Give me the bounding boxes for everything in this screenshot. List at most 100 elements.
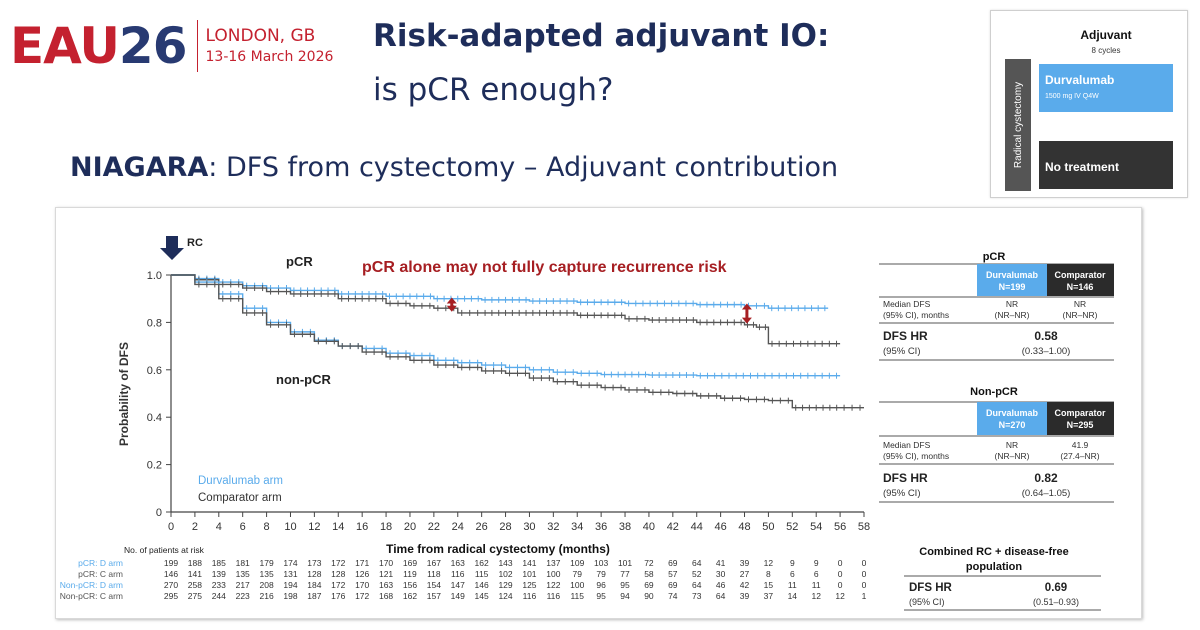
km-curve-pcr-d-arm (171, 274, 829, 309)
at-risk-value: 162 (475, 558, 489, 568)
nonpcr-median-comp2: (27.4–NR) (1060, 451, 1099, 461)
at-risk-value: 162 (403, 591, 417, 601)
at-risk-value: 146 (475, 580, 489, 590)
logo-city: LONDON, GB (205, 26, 316, 46)
at-risk-value: 121 (379, 569, 393, 579)
combined-table: Combined RC + disease-free population DF… (904, 546, 1101, 611)
at-risk-value: 149 (451, 591, 465, 601)
at-risk-value: 173 (307, 558, 321, 568)
pcr-hr-ci: (0.33–1.00) (1022, 346, 1071, 357)
at-risk-value: 115 (475, 569, 489, 579)
at-risk-value: 139 (212, 569, 226, 579)
at-risk-value: 95 (620, 580, 630, 590)
at-risk-value: 179 (259, 558, 273, 568)
x-tick-label: 2 (192, 521, 198, 533)
pcr-median-comp1: NR (1074, 299, 1086, 309)
at-risk-value: 135 (259, 569, 273, 579)
at-risk-title: No. of patients at risk (124, 545, 205, 555)
at-risk-value: 8 (766, 569, 771, 579)
x-tick-label: 44 (691, 521, 703, 533)
at-risk-table: pCR: D arm 199 188 185 181 179 174 173 172 171 170… (60, 558, 867, 601)
pcr-median-durva1: NR (1006, 299, 1018, 309)
inset-title: Adjuvant (1080, 28, 1131, 42)
legend-comparator: Comparator arm (198, 492, 282, 504)
y-axis-label: Probability of DFS (117, 342, 131, 446)
at-risk-value: 79 (573, 569, 583, 579)
x-tick-label: 42 (667, 521, 679, 533)
durvalumab-box-title: Durvalumab (1045, 73, 1114, 87)
at-risk-row-label: pCR: D arm (78, 558, 123, 568)
at-risk-value: 208 (259, 580, 273, 590)
at-risk-value: 119 (403, 569, 417, 579)
x-tick-label: 6 (240, 521, 246, 533)
study-design-inset: Adjuvant 8 cycles Radical cystectomy Dur… (990, 10, 1188, 198)
at-risk-value: 69 (668, 558, 678, 568)
at-risk-value: 295 (164, 591, 178, 601)
nonpcr-comp-header (1047, 402, 1114, 435)
at-risk-value: 74 (668, 591, 678, 601)
at-risk-value: 217 (236, 580, 250, 590)
at-risk-value: 15 (764, 580, 774, 590)
x-tick-label: 0 (168, 521, 174, 533)
at-risk-value: 11 (812, 580, 821, 590)
nonpcr-median-durva2: (NR–NR) (995, 451, 1030, 461)
at-risk-value: 275 (188, 591, 202, 601)
nonpcr-durva-header (977, 402, 1047, 435)
x-tick-label: 28 (499, 521, 511, 533)
at-risk-value: 270 (164, 580, 178, 590)
nonpcr-median-comp1: 41.9 (1072, 440, 1089, 450)
slide-title-line2: is pCR enough? (373, 72, 614, 108)
at-risk-value: 6 (814, 569, 819, 579)
at-risk-value: 41 (716, 558, 726, 568)
at-risk-value: 12 (811, 591, 821, 601)
x-tick-label: 16 (356, 521, 368, 533)
at-risk-value: 128 (307, 569, 321, 579)
at-risk-value: 72 (644, 558, 654, 568)
x-tick-label: 38 (619, 521, 631, 533)
x-tick-label: 14 (332, 521, 344, 533)
at-risk-value: 154 (427, 580, 441, 590)
at-risk-value: 124 (498, 591, 512, 601)
x-tick-label: 50 (762, 521, 774, 533)
combined-hr-ci: (0.51–0.93) (1033, 597, 1079, 607)
at-risk-value: 163 (451, 558, 465, 568)
y-tick-label: 0 (156, 507, 162, 519)
at-risk-value: 0 (862, 580, 867, 590)
at-risk-value: 141 (522, 558, 536, 568)
risk-arrows (446, 297, 752, 324)
pcr-median-durva2: (NR–NR) (995, 310, 1030, 320)
rc-arrow-icon (160, 236, 184, 260)
at-risk-row-label: pCR: C arm (78, 569, 123, 579)
combined-hr-label: DFS HR (909, 582, 953, 594)
at-risk-value: 42 (740, 580, 750, 590)
at-risk-value: 188 (188, 558, 202, 568)
no-treatment-box-title: No treatment (1045, 160, 1119, 174)
at-risk-value: 223 (236, 591, 250, 601)
no-treatment-box (1039, 141, 1173, 189)
x-tick-label: 26 (476, 521, 488, 533)
at-risk-value: 172 (331, 558, 345, 568)
at-risk-value: 163 (379, 580, 393, 590)
logo-divider (196, 20, 198, 72)
risk-arrow-head (741, 303, 752, 310)
at-risk-row-label: Non-pCR: C arm (60, 591, 123, 601)
at-risk-value: 116 (547, 591, 561, 601)
at-risk-value: 216 (259, 591, 273, 601)
pcr-hr-label: DFS HR (883, 329, 928, 343)
x-tick-label: 48 (738, 521, 750, 533)
pcr-table-title: pCR (983, 251, 1006, 263)
inset-subtitle: 8 cycles (1092, 46, 1121, 55)
at-risk-value: 77 (620, 569, 630, 579)
at-risk-value: 174 (283, 558, 297, 568)
at-risk-value: 137 (546, 558, 560, 568)
nonpcr-ci-label: (95% CI) (883, 488, 920, 499)
pcr-durva-head: Durvalumab (986, 270, 1039, 280)
at-risk-value: 172 (331, 580, 345, 590)
at-risk-value: 9 (790, 558, 795, 568)
at-risk-value: 198 (283, 591, 297, 601)
logo-location: LONDON, GB 13-16 March 2026 (206, 25, 334, 67)
at-risk-value: 129 (498, 580, 512, 590)
x-tick-label: 56 (834, 521, 846, 533)
x-tick-label: 30 (523, 521, 535, 533)
at-risk-value: 30 (716, 569, 726, 579)
